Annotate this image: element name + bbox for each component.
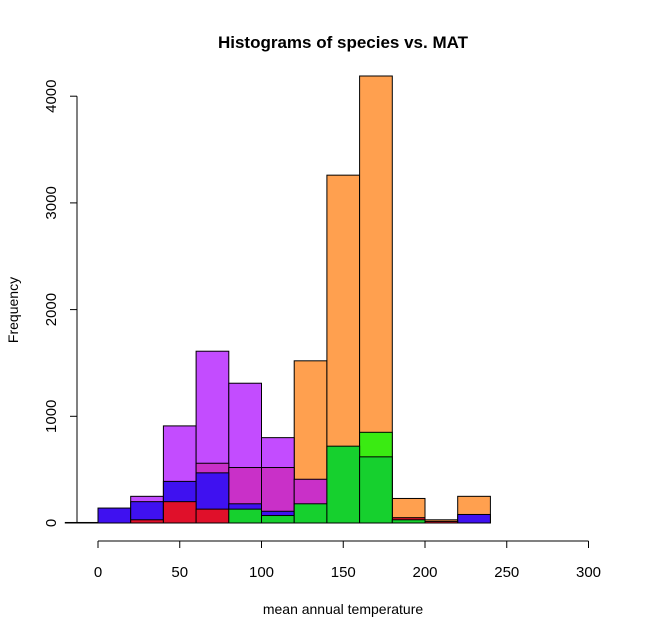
x-tick-label: 50 — [171, 564, 188, 581]
x-tick-label: 0 — [94, 564, 102, 581]
histogram-bar — [391, 519, 426, 524]
chart-title: Histograms of species vs. MAT — [218, 33, 469, 52]
histogram-bar — [130, 519, 164, 524]
x-tick-label: 200 — [412, 564, 437, 581]
histogram-bar — [424, 520, 459, 524]
histogram-bar — [97, 507, 132, 524]
histogram-bars — [64, 75, 491, 524]
histogram-bar — [228, 508, 263, 524]
y-tick-label: 0 — [43, 519, 60, 527]
histogram-bar — [293, 503, 328, 524]
y-axis-label: Frequency — [5, 277, 21, 343]
histogram-bar — [326, 445, 361, 524]
y-tick-label: 4000 — [43, 80, 60, 113]
y-axis: 0 1000 2000 3000 4000 — [43, 80, 78, 527]
x-tick-label: 300 — [576, 564, 601, 581]
histogram-bar — [162, 501, 197, 524]
histogram-bar — [195, 508, 230, 524]
histogram-bar — [457, 513, 491, 524]
histogram-bar — [359, 456, 393, 524]
x-tick-label: 100 — [249, 564, 274, 581]
x-axis: 0 50 100 150 200 250 300 — [94, 540, 601, 581]
y-tick-label: 3000 — [43, 186, 60, 219]
histogram-bar — [64, 521, 99, 524]
x-tick-label: 250 — [494, 564, 519, 581]
y-tick-label: 1000 — [43, 400, 60, 433]
histogram-bar — [261, 515, 295, 524]
x-tick-label: 150 — [331, 564, 356, 581]
x-axis-label: mean annual temperature — [263, 601, 424, 617]
y-tick-label: 2000 — [43, 293, 60, 326]
